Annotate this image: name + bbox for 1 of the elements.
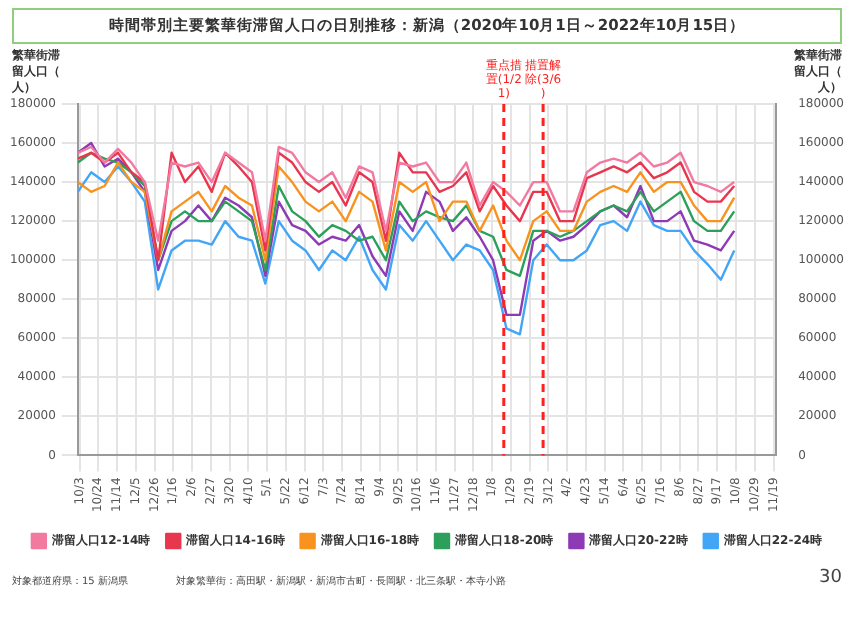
text: 30 <box>819 568 842 588</box>
